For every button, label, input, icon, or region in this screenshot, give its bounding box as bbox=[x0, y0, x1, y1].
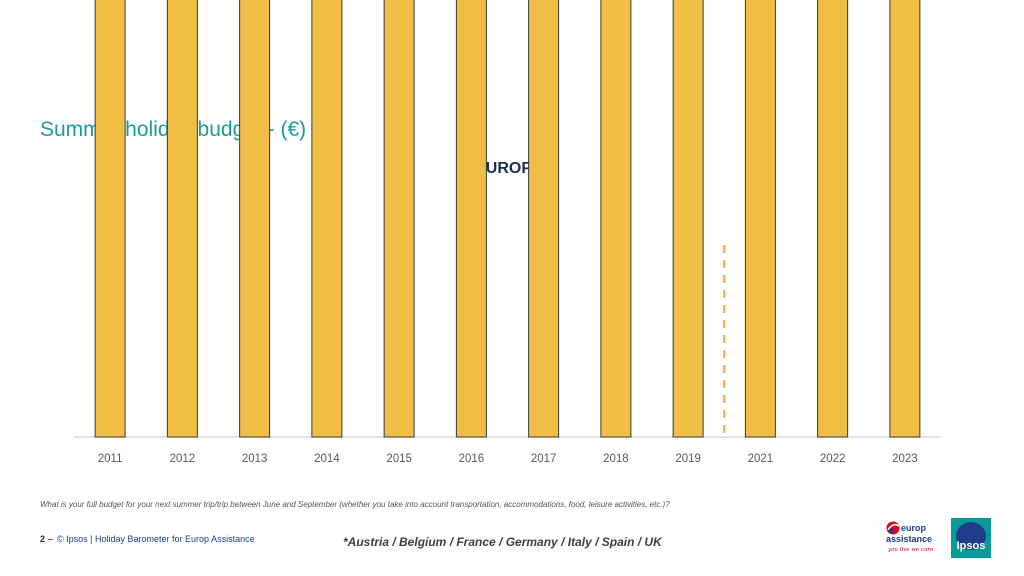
bar-2021 bbox=[744, 0, 776, 438]
ea-logo-line2: assistance bbox=[886, 534, 932, 544]
bar-2018 bbox=[600, 0, 632, 438]
ea-logo-line1: europ bbox=[901, 523, 927, 533]
x-tick-label-2011: 2011 bbox=[98, 453, 123, 465]
x-tick-label-2016: 2016 bbox=[459, 453, 485, 465]
bar-2013 bbox=[239, 0, 271, 438]
ipsos-logo-text: Ipsos bbox=[957, 540, 986, 552]
bar-2019 bbox=[672, 0, 704, 438]
bar-2012 bbox=[166, 0, 198, 438]
bar-2015 bbox=[383, 0, 415, 438]
x-tick-label-2017: 2017 bbox=[531, 453, 557, 465]
bar-2022 bbox=[817, 0, 849, 438]
footer-source: 2– © Ipsos | Holiday Barometer for Europ … bbox=[40, 534, 255, 544]
bar-2016 bbox=[455, 0, 487, 438]
x-tick-label-2015: 2015 bbox=[386, 453, 412, 465]
x-tick-label-2012: 2012 bbox=[170, 453, 196, 465]
x-tick-label-2013: 2013 bbox=[242, 453, 268, 465]
x-tick-label-2022: 2022 bbox=[820, 453, 846, 465]
x-tick-label-2019: 2019 bbox=[675, 453, 701, 465]
x-tick-label-2014: 2014 bbox=[314, 453, 340, 465]
ipsos-logo: Ipsos bbox=[951, 518, 991, 558]
page-number: 2 bbox=[40, 534, 46, 544]
x-tick-label-2021: 2021 bbox=[748, 453, 774, 465]
footer-source-text: © Ipsos | Holiday Barometer for Europ As… bbox=[57, 534, 255, 544]
bar-2023 bbox=[889, 0, 921, 438]
x-tick-label-2018: 2018 bbox=[603, 453, 629, 465]
europ-assistance-logo: europ assistance you live we care bbox=[886, 521, 934, 553]
x-tick-label-2023: 2023 bbox=[892, 453, 918, 465]
bar-2011 bbox=[94, 0, 126, 438]
footer-separator: – bbox=[48, 534, 54, 544]
bar-2017 bbox=[528, 0, 560, 438]
countries-note: *Austria / Belgium / France / Germany / … bbox=[343, 535, 662, 549]
survey-question: What is your full budget for your next s… bbox=[40, 500, 670, 509]
bar-2014 bbox=[311, 0, 343, 438]
ea-logo-tagline: you live we care bbox=[887, 547, 934, 553]
